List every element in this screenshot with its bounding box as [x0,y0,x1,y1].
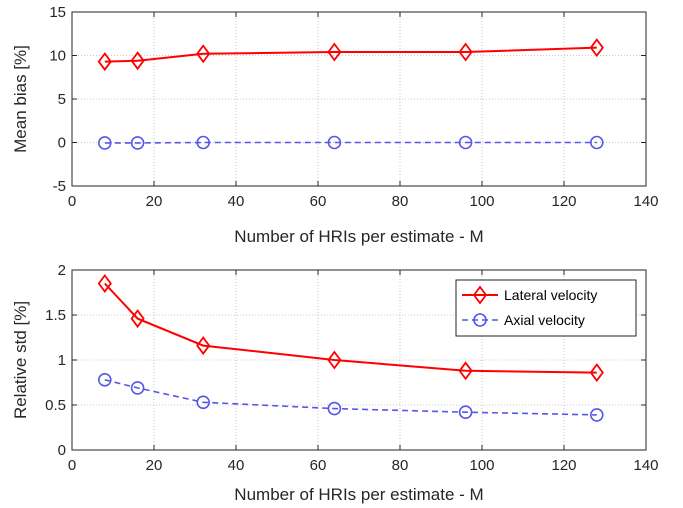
y-tick-label: 1 [58,352,66,369]
data-point-lateral-velocity [458,42,473,62]
data-point-axial-velocity [327,401,342,416]
data-point-axial-velocity [98,372,112,387]
data-point-lateral-velocity [97,274,112,293]
data-point-axial-velocity [327,135,342,150]
y-tick-label: 0.5 [45,397,66,414]
x-tick-label: 0 [68,193,76,210]
series-lateral-velocity [97,38,604,72]
series-axial-velocity [98,372,604,422]
data-point-axial-velocity [458,135,473,150]
legend-marker [472,285,488,305]
data-point-axial-velocity [130,381,145,395]
series-line-lateral-velocity [104,282,597,374]
x-tick-label: 20 [146,457,163,474]
data-point-lateral-velocity [130,51,145,71]
x-tick-label: 140 [633,193,658,210]
data-point-lateral-velocity [196,44,211,64]
x-tick-label: 120 [551,457,576,474]
series-axial-velocity [98,135,604,150]
x-axis-label: Number of HRIs per estimate - M [234,227,483,246]
data-point-lateral-velocity [589,38,604,58]
series-lateral-velocity [97,274,604,383]
data-point-axial-velocity [589,135,604,150]
y-tick-label: 15 [49,4,66,21]
y-tick-label: 10 [49,48,66,65]
legend-label: Axial velocity [504,312,585,328]
data-point-axial-velocity [130,136,145,150]
y-axis-label: Mean bias [%] [11,45,30,153]
y-tick-label: 0 [58,442,66,459]
data-point-axial-velocity [196,135,210,150]
data-point-lateral-velocity [130,309,145,329]
legend: Lateral velocity Axial velocity [455,279,637,337]
data-point-axial-velocity [458,405,473,420]
y-tick-label: 2 [58,262,66,279]
legend-box [455,279,637,337]
x-tick-label: 40 [228,457,245,474]
series-line-axial-velocity [104,379,597,416]
y-tick-label: -5 [53,178,66,195]
data-point-lateral-velocity [589,363,604,383]
data-point-axial-velocity [98,136,112,150]
legend-marker [473,313,487,327]
data-point-lateral-velocity [196,336,211,356]
data-point-lateral-velocity [327,350,342,370]
data-point-lateral-velocity [97,52,112,72]
data-point-axial-velocity [589,408,604,422]
x-tick-label: 40 [228,193,245,210]
legend-label: Lateral velocity [504,287,597,303]
data-point-lateral-velocity [458,361,473,381]
legend-item-axial-velocity: Axial velocity [462,312,585,328]
x-tick-label: 140 [633,457,658,474]
y-tick-label: 1.5 [45,307,66,324]
x-tick-label: 120 [551,193,576,210]
x-tick-label: 60 [310,457,327,474]
x-tick-label: 100 [469,457,494,474]
x-tick-label: 20 [146,193,163,210]
plot-area [72,12,646,186]
x-tick-label: 80 [392,193,409,210]
relative-std-chart: 0 20 40 60 80 100 120 140 0 0.5 1 1.5 2 Number of HRI… [11,262,659,504]
x-tick-label: 0 [68,457,76,474]
data-point-axial-velocity [196,395,210,410]
data-point-lateral-velocity [327,42,342,62]
x-tick-label: 80 [392,457,409,474]
legend-item-lateral-velocity: Lateral velocity [462,285,597,305]
x-axis-label: Number of HRIs per estimate - M [234,485,483,504]
y-tick-label: 0 [58,135,66,152]
x-tick-label: 100 [469,193,494,210]
y-axis-label: Relative std [%] [11,301,30,419]
x-tick-label: 60 [310,193,327,210]
y-tick-label: 5 [58,91,66,108]
